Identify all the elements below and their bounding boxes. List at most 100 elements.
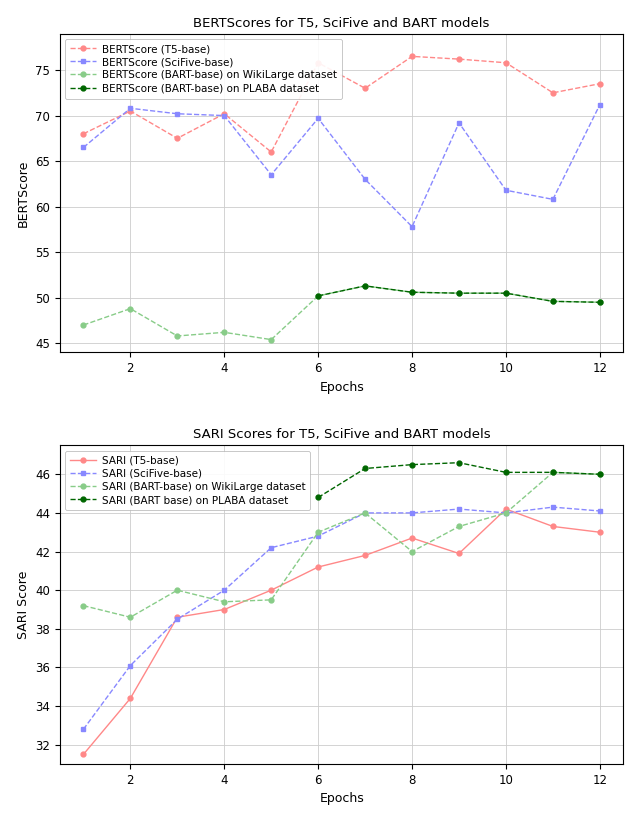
SARI (T5-base) bbox=[173, 612, 181, 622]
BERTScore (T5-base) bbox=[596, 79, 604, 89]
X-axis label: Epochs: Epochs bbox=[319, 792, 364, 806]
Line: BERTScore (T5-base): BERTScore (T5-base) bbox=[81, 54, 602, 155]
BERTScore (T5-base) bbox=[361, 83, 369, 93]
SARI (SciFive-base) bbox=[408, 508, 416, 518]
SARI (SciFive-base) bbox=[455, 504, 463, 514]
SARI (SciFive-base) bbox=[314, 531, 322, 541]
SARI (SciFive-base) bbox=[596, 506, 604, 516]
SARI (BART base) on PLABA dataset bbox=[314, 492, 322, 502]
BERTScore (SciFive-base) bbox=[314, 113, 322, 123]
BERTScore (SciFive-base) bbox=[502, 185, 510, 195]
SARI (SciFive-base) bbox=[361, 508, 369, 518]
BERTScore (T5-base) bbox=[268, 147, 275, 157]
SARI (SciFive-base) bbox=[127, 661, 134, 671]
SARI (SciFive-base) bbox=[549, 502, 557, 512]
SARI (BART-base) on WikiLarge dataset bbox=[408, 547, 416, 556]
BERTScore (SciFive-base) bbox=[79, 142, 87, 152]
SARI (T5-base) bbox=[596, 527, 604, 537]
SARI (BART-base) on WikiLarge dataset bbox=[314, 527, 322, 537]
SARI (BART base) on PLABA dataset bbox=[596, 469, 604, 479]
BERTScore (T5-base) bbox=[502, 58, 510, 67]
BERTScore (SciFive-base) bbox=[220, 111, 228, 121]
BERTScore (T5-base) bbox=[455, 54, 463, 64]
BERTScore (BART-base) on PLABA dataset bbox=[502, 289, 510, 298]
BERTScore (T5-base) bbox=[549, 88, 557, 98]
BERTScore (BART-base) on PLABA dataset bbox=[596, 298, 604, 307]
BERTScore (BART-base) on WikiLarge dataset bbox=[502, 289, 510, 298]
SARI (BART-base) on WikiLarge dataset bbox=[549, 468, 557, 478]
Legend: SARI (T5-base), SARI (SciFive-base), SARI (BART-base) on WikiLarge dataset, SARI: SARI (T5-base), SARI (SciFive-base), SAR… bbox=[65, 450, 310, 510]
SARI (T5-base) bbox=[502, 504, 510, 514]
SARI (BART-base) on WikiLarge dataset bbox=[127, 612, 134, 622]
BERTScore (T5-base) bbox=[220, 109, 228, 118]
BERTScore (T5-base) bbox=[408, 52, 416, 62]
Title: BERTScores for T5, SciFive and BART models: BERTScores for T5, SciFive and BART mode… bbox=[193, 16, 490, 30]
Line: BERTScore (BART-base) on WikiLarge dataset: BERTScore (BART-base) on WikiLarge datas… bbox=[81, 284, 602, 342]
SARI (T5-base) bbox=[127, 694, 134, 704]
SARI (SciFive-base) bbox=[268, 543, 275, 552]
SARI (SciFive-base) bbox=[220, 585, 228, 595]
SARI (BART base) on PLABA dataset bbox=[549, 468, 557, 478]
Legend: BERTScore (T5-base), BERTScore (SciFive-base), BERTScore (BART-base) on WikiLarg: BERTScore (T5-base), BERTScore (SciFive-… bbox=[65, 39, 342, 99]
SARI (T5-base) bbox=[549, 521, 557, 531]
BERTScore (BART-base) on WikiLarge dataset bbox=[79, 320, 87, 330]
SARI (BART base) on PLABA dataset bbox=[502, 468, 510, 478]
SARI (BART-base) on WikiLarge dataset bbox=[502, 508, 510, 518]
BERTScore (BART-base) on WikiLarge dataset bbox=[220, 327, 228, 337]
SARI (T5-base) bbox=[79, 750, 87, 760]
SARI (BART-base) on WikiLarge dataset bbox=[173, 585, 181, 595]
SARI (BART base) on PLABA dataset bbox=[408, 459, 416, 469]
BERTScore (BART-base) on PLABA dataset bbox=[408, 288, 416, 298]
SARI (T5-base) bbox=[408, 533, 416, 543]
BERTScore (BART-base) on WikiLarge dataset bbox=[596, 298, 604, 307]
SARI (BART-base) on WikiLarge dataset bbox=[596, 469, 604, 479]
SARI (BART-base) on WikiLarge dataset bbox=[268, 595, 275, 605]
X-axis label: Epochs: Epochs bbox=[319, 381, 364, 394]
SARI (BART-base) on WikiLarge dataset bbox=[79, 601, 87, 611]
Line: SARI (BART-base) on WikiLarge dataset: SARI (BART-base) on WikiLarge dataset bbox=[81, 470, 602, 620]
BERTScore (SciFive-base) bbox=[408, 222, 416, 232]
BERTScore (BART-base) on WikiLarge dataset bbox=[314, 291, 322, 301]
BERTScore (BART-base) on WikiLarge dataset bbox=[408, 288, 416, 298]
BERTScore (SciFive-base) bbox=[361, 174, 369, 184]
BERTScore (T5-base) bbox=[173, 133, 181, 143]
SARI (SciFive-base) bbox=[79, 724, 87, 734]
SARI (BART base) on PLABA dataset bbox=[361, 464, 369, 473]
BERTScore (BART-base) on PLABA dataset bbox=[361, 281, 369, 291]
BERTScore (SciFive-base) bbox=[596, 99, 604, 109]
BERTScore (BART-base) on PLABA dataset bbox=[455, 289, 463, 298]
BERTScore (T5-base) bbox=[127, 106, 134, 116]
Line: BERTScore (SciFive-base): BERTScore (SciFive-base) bbox=[81, 102, 602, 229]
SARI (T5-base) bbox=[455, 548, 463, 558]
Line: SARI (SciFive-base): SARI (SciFive-base) bbox=[81, 505, 602, 732]
BERTScore (SciFive-base) bbox=[455, 118, 463, 127]
Line: SARI (BART base) on PLABA dataset: SARI (BART base) on PLABA dataset bbox=[316, 460, 602, 500]
Line: SARI (T5-base): SARI (T5-base) bbox=[81, 506, 602, 757]
SARI (BART-base) on WikiLarge dataset bbox=[455, 521, 463, 531]
Line: BERTScore (BART-base) on PLABA dataset: BERTScore (BART-base) on PLABA dataset bbox=[316, 284, 602, 305]
SARI (BART-base) on WikiLarge dataset bbox=[220, 597, 228, 607]
SARI (BART base) on PLABA dataset bbox=[455, 458, 463, 468]
BERTScore (SciFive-base) bbox=[173, 109, 181, 118]
SARI (T5-base) bbox=[314, 562, 322, 572]
BERTScore (SciFive-base) bbox=[549, 195, 557, 205]
SARI (SciFive-base) bbox=[173, 614, 181, 624]
Title: SARI Scores for T5, SciFive and BART models: SARI Scores for T5, SciFive and BART mod… bbox=[193, 428, 490, 441]
Y-axis label: BERTScore: BERTScore bbox=[17, 159, 30, 227]
SARI (T5-base) bbox=[268, 585, 275, 595]
BERTScore (T5-base) bbox=[314, 58, 322, 67]
SARI (T5-base) bbox=[220, 604, 228, 614]
BERTScore (BART-base) on PLABA dataset bbox=[549, 297, 557, 307]
SARI (T5-base) bbox=[361, 551, 369, 561]
BERTScore (T5-base) bbox=[79, 129, 87, 139]
BERTScore (BART-base) on WikiLarge dataset bbox=[455, 289, 463, 298]
SARI (SciFive-base) bbox=[502, 508, 510, 518]
BERTScore (BART-base) on PLABA dataset bbox=[314, 291, 322, 301]
Y-axis label: SARI Score: SARI Score bbox=[17, 570, 29, 639]
BERTScore (BART-base) on WikiLarge dataset bbox=[549, 297, 557, 307]
BERTScore (SciFive-base) bbox=[127, 104, 134, 113]
BERTScore (SciFive-base) bbox=[268, 170, 275, 180]
BERTScore (BART-base) on WikiLarge dataset bbox=[173, 331, 181, 341]
BERTScore (BART-base) on WikiLarge dataset bbox=[127, 303, 134, 313]
SARI (BART-base) on WikiLarge dataset bbox=[361, 508, 369, 518]
